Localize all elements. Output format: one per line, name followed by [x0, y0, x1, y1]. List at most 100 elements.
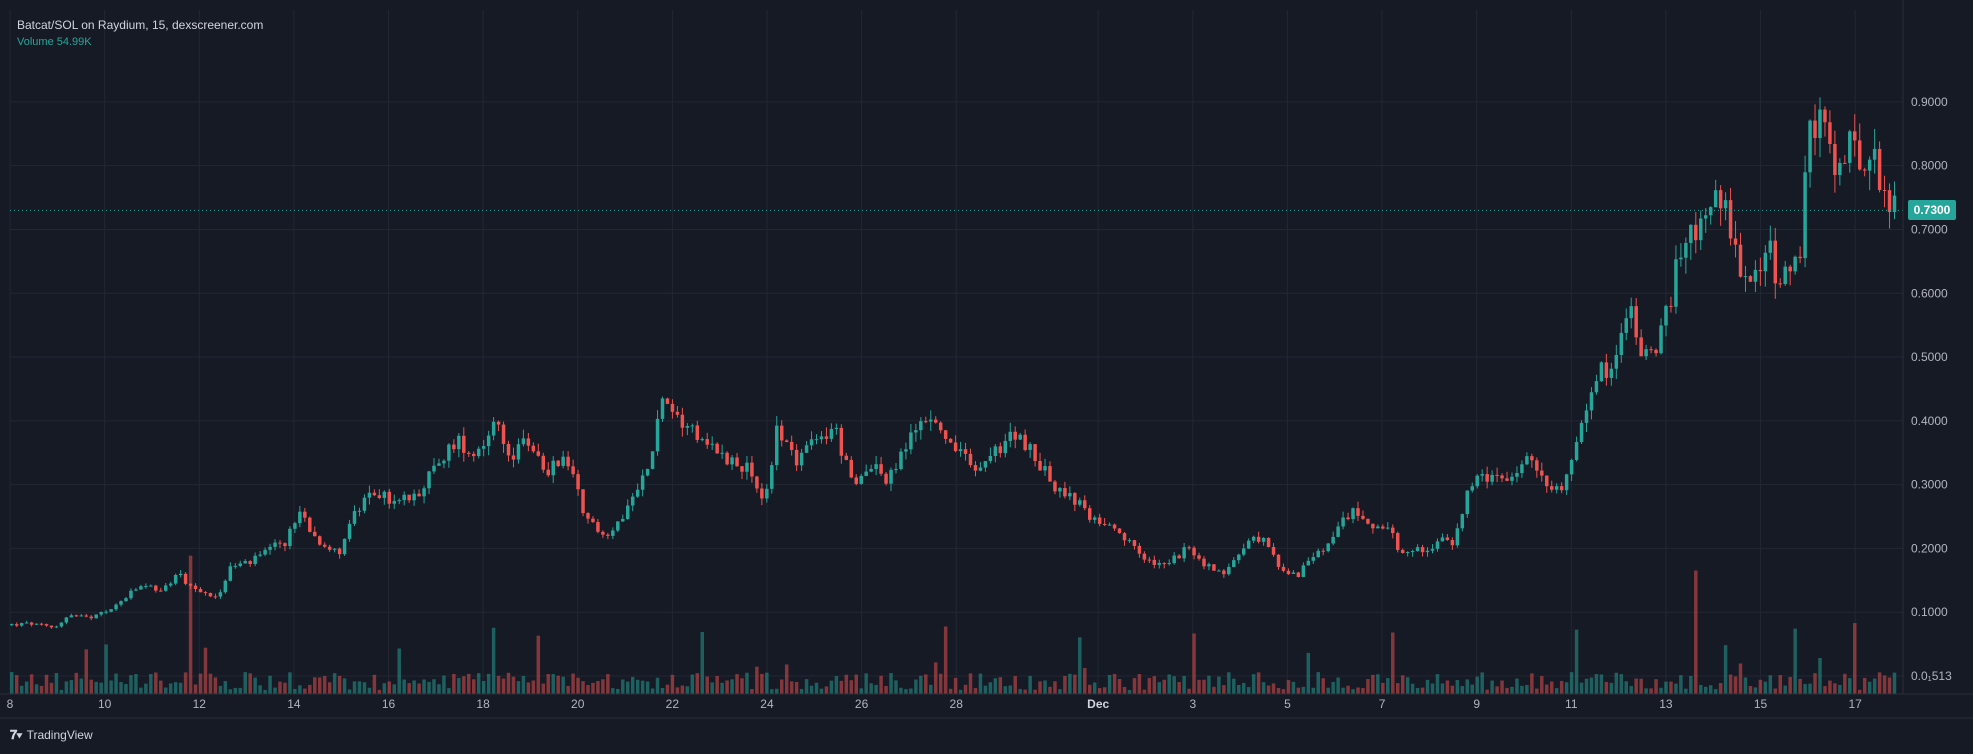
candle-body	[1356, 508, 1360, 516]
candle-body	[1137, 545, 1142, 554]
volume-bar	[1028, 675, 1032, 694]
candle-body	[1604, 362, 1609, 378]
volume-bar	[938, 673, 943, 694]
volume-bar	[486, 673, 491, 694]
candle-body	[1738, 244, 1743, 277]
volume-bar	[1063, 676, 1067, 694]
candle-body	[1202, 558, 1206, 567]
candle-body	[884, 473, 888, 484]
volume-bar	[591, 682, 595, 694]
candle-body	[784, 440, 789, 442]
chart-legend: Batcat/SOL on Raydium, 15, dexscreener.c…	[17, 17, 263, 51]
volume-bar	[1823, 686, 1827, 694]
volume-bar	[1400, 675, 1405, 694]
volume-bar	[948, 688, 953, 694]
volume-bar	[1222, 685, 1226, 694]
volume-bar	[784, 664, 789, 694]
candle-body	[1584, 410, 1589, 423]
candle-body	[1689, 224, 1693, 243]
candle-body	[303, 511, 307, 518]
volume-bar	[586, 685, 590, 694]
candle-body	[1892, 195, 1897, 213]
time-axis[interactable]: 8 10 12 14 16 18 20 22 24 26 28 Dec 3 5 7 9 11 13 15 17	[7, 697, 1862, 711]
volume-bar	[49, 682, 54, 694]
volume-bar	[775, 688, 779, 694]
candle-body	[69, 615, 74, 618]
volume-bar	[1008, 685, 1012, 694]
symbol-title[interactable]: Batcat/SOL on Raydium, 15, dexscreener.c…	[17, 18, 264, 32]
volume-bar	[1743, 677, 1748, 694]
volume-bar	[1435, 674, 1440, 694]
volume-bar	[1609, 682, 1614, 694]
volume-bar	[168, 683, 173, 694]
candle-body	[1351, 508, 1355, 520]
candle-body	[1485, 474, 1489, 482]
candle-body	[933, 419, 938, 423]
volume-bar	[834, 676, 839, 694]
candle-body	[750, 462, 754, 477]
volume-bar	[1122, 686, 1127, 694]
volume-bar	[1232, 678, 1236, 694]
candle-body	[953, 442, 958, 452]
volume-bar	[1793, 628, 1797, 694]
candle-body	[1152, 559, 1157, 565]
price-axis[interactable]: 0.0₁513 0.1000 0.2000 0.3000 0.4000 0.5000 0.6…	[1911, 95, 1952, 683]
volume-bar	[1649, 688, 1653, 694]
volume-bar	[1286, 680, 1291, 694]
volume-bar	[1271, 683, 1276, 694]
candle-body	[665, 398, 670, 404]
candle-body	[317, 536, 322, 545]
volume-bar	[770, 689, 774, 694]
volume-bar	[596, 680, 600, 694]
candle-body	[1455, 528, 1460, 546]
candle-body	[208, 592, 213, 597]
volume-bar	[19, 685, 24, 694]
volume-bar	[74, 672, 79, 694]
candle-body	[1679, 257, 1683, 260]
volume-bar	[1694, 570, 1698, 694]
volume-bar	[1783, 685, 1787, 694]
candle-body	[1540, 470, 1544, 476]
candle-body	[397, 500, 401, 502]
candle-body	[968, 453, 973, 466]
volume-bar	[864, 673, 868, 694]
candle-body	[1500, 475, 1504, 479]
volume-bar	[606, 674, 610, 694]
tradingview-logo[interactable]: 𝟕▾ TradingView	[10, 727, 93, 743]
volume-bar	[357, 681, 362, 694]
candle-body	[1207, 564, 1211, 567]
candle-body	[546, 469, 550, 476]
volume-bar	[457, 678, 461, 694]
volume-bar	[278, 681, 282, 694]
volume-bar	[263, 689, 267, 694]
candle-body	[511, 455, 516, 460]
volume-bar	[1559, 680, 1564, 694]
candle-body	[496, 421, 501, 425]
price-tick-label: 0.8000	[1911, 159, 1948, 173]
candle-body	[1371, 523, 1375, 529]
volume-bar	[124, 684, 128, 694]
candle-body	[963, 449, 968, 454]
volume-bar	[943, 626, 948, 694]
volume-bar	[779, 679, 784, 694]
candle-body	[824, 436, 829, 439]
candle-body	[1167, 563, 1171, 565]
candle-body	[1664, 305, 1668, 326]
volume-bar	[630, 676, 635, 694]
candle-body	[1162, 563, 1166, 565]
volume-bar	[1763, 681, 1768, 694]
volume-bar	[655, 677, 660, 694]
candle-body	[94, 614, 98, 619]
candle-body	[1520, 464, 1524, 474]
volume-bar	[1877, 672, 1882, 694]
candle-body	[1798, 256, 1802, 259]
volume-bar	[616, 688, 620, 694]
candle-body	[869, 468, 873, 472]
candle-body	[1763, 252, 1768, 272]
volume-bar	[1728, 674, 1733, 694]
candle-body	[566, 456, 570, 467]
candle-body	[1808, 120, 1812, 173]
candle-body	[1405, 552, 1410, 554]
